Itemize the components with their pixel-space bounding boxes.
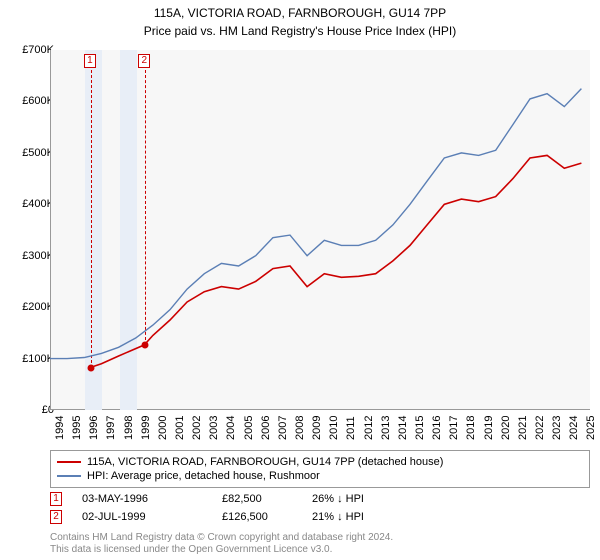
x-tick-label: 2014 [397,416,409,440]
chart-title: 115A, VICTORIA ROAD, FARNBOROUGH, GU14 7… [0,0,600,22]
x-tick-label: 2020 [500,416,512,440]
x-tick-label: 1994 [54,416,66,440]
x-tick-label: 2013 [380,416,392,440]
sale-row: 2 02-JUL-1999£126,50021% ↓ HPI [50,508,402,526]
sale-date: 02-JUL-1999 [82,511,222,523]
legend-swatch-red [57,461,81,463]
x-tick-label: 2025 [585,416,597,440]
legend-label-hpi: HPI: Average price, detached house, Rush… [87,470,320,482]
x-tick-label: 1995 [71,416,83,440]
x-tick-label: 1998 [123,416,135,440]
series-lines [50,50,590,410]
footer: Contains HM Land Registry data © Crown c… [50,532,393,556]
x-tick-label: 2011 [345,416,357,440]
sale-row-marker: 1 [50,492,62,506]
x-tick-label: 2005 [243,416,255,440]
sale-date: 03-MAY-1996 [82,493,222,505]
sale-diff: 26% ↓ HPI [312,493,402,505]
chart-container: 115A, VICTORIA ROAD, FARNBOROUGH, GU14 7… [0,0,600,560]
x-tick-label: 2001 [174,416,186,440]
x-tick-label: 2021 [517,416,529,440]
x-tick-label: 2000 [157,416,169,440]
x-tick-label: 2002 [191,416,203,440]
property-line [90,155,582,367]
sale-price: £126,500 [222,511,312,523]
footer-line-1: Contains HM Land Registry data © Crown c… [50,532,393,544]
sale-diff: 21% ↓ HPI [312,511,402,523]
x-tick-label: 2017 [448,416,460,440]
legend: 115A, VICTORIA ROAD, FARNBOROUGH, GU14 7… [50,450,590,488]
x-tick-label: 2010 [328,416,340,440]
x-tick-label: 2024 [568,416,580,440]
x-tick-label: 2016 [431,416,443,440]
sale-marker-box: 2 [138,54,150,68]
sales-table: 1 03-MAY-1996£82,50026% ↓ HPI 2 02-JUL-1999… [50,490,402,526]
sale-price: £82,500 [222,493,312,505]
sale-row: 1 03-MAY-1996£82,50026% ↓ HPI [50,490,402,508]
x-tick-label: 2003 [208,416,220,440]
x-tick-label: 2009 [311,416,323,440]
x-tick-label: 2008 [294,416,306,440]
x-tick-label: 2015 [414,416,426,440]
x-tick-label: 2019 [483,416,495,440]
x-tick-label: 1996 [88,416,100,440]
x-tick-label: 2004 [225,416,237,440]
x-tick-label: 2023 [551,416,563,440]
chart-subtitle: Price paid vs. HM Land Registry's House … [0,22,600,38]
legend-swatch-blue [57,475,81,477]
legend-label-property: 115A, VICTORIA ROAD, FARNBOROUGH, GU14 7… [87,456,443,468]
x-tick-label: 2012 [363,416,375,440]
x-tick-label: 2022 [534,416,546,440]
hpi-line [50,89,581,359]
x-tick-label: 2018 [465,416,477,440]
legend-row-hpi: HPI: Average price, detached house, Rush… [57,469,583,483]
x-tick-label: 1999 [140,416,152,440]
x-tick-label: 2007 [277,416,289,440]
sale-marker-box: 1 [84,54,96,68]
sale-row-marker: 2 [50,510,62,524]
footer-line-2: This data is licensed under the Open Gov… [50,544,393,556]
legend-row-property: 115A, VICTORIA ROAD, FARNBOROUGH, GU14 7… [57,455,583,469]
x-tick-label: 1997 [105,416,117,440]
x-tick-label: 2006 [260,416,272,440]
